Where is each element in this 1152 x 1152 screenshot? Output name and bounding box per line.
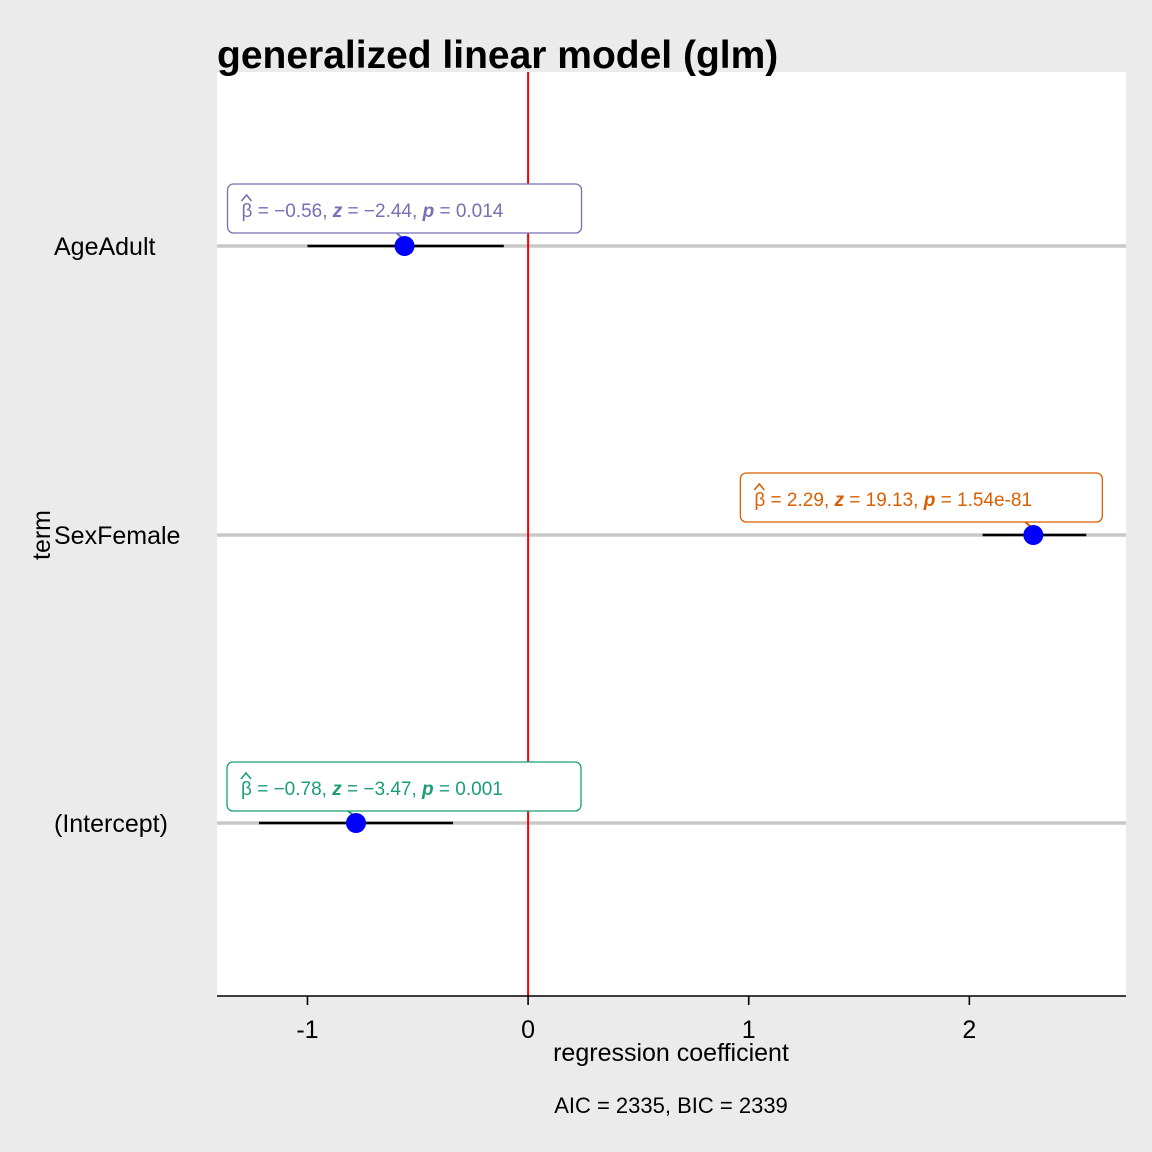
- x-tick-label: -1: [296, 1016, 318, 1044]
- label-beta-value: = −0.56,: [252, 201, 332, 222]
- label-stat-value: = −2.44,: [342, 201, 422, 222]
- x-tick-label: 2: [962, 1016, 976, 1044]
- x-axis: -1 0 1 2: [296, 996, 976, 1044]
- label-text: β = 2.29, z = 19.13, p = 1.54e-81: [754, 490, 1032, 511]
- beta-hat-mark: [240, 771, 252, 780]
- x-axis-label: regression coefficient: [553, 1039, 789, 1067]
- label-beta-value: = −0.78,: [252, 779, 332, 800]
- estimate-label: β = −0.78, z = −3.47, p = 0.001: [226, 761, 582, 818]
- y-axis: AgeAdult SexFemale (Intercept): [54, 233, 180, 838]
- label-p-name: p: [923, 490, 936, 511]
- y-tick-label: SexFemale: [54, 522, 180, 550]
- label-beta-symbol: β: [754, 490, 765, 511]
- chart-title: generalized linear model (glm): [217, 34, 778, 77]
- estimate-point: [345, 813, 366, 833]
- label-box: [739, 472, 1103, 523]
- label-stat-name: z: [332, 201, 343, 222]
- y-tick-label: (Intercept): [54, 810, 168, 838]
- label-stat-name: z: [833, 490, 844, 511]
- label-box: [226, 761, 582, 812]
- label-p-value: = 1.54e-81: [935, 490, 1032, 511]
- estimate-label: β = −0.56, z = −2.44, p = 0.014: [226, 183, 583, 241]
- label-beta-value: = 2.29,: [765, 490, 834, 511]
- beta-hat-mark: [240, 193, 253, 202]
- y-tick-label: AgeAdult: [54, 233, 156, 261]
- label-beta-symbol: β: [241, 779, 252, 800]
- label-stat-value: = 19.13,: [844, 490, 924, 511]
- model-fit-caption: AIC = 2335, BIC = 2339: [554, 1093, 788, 1118]
- label-text: β = −0.78, z = −3.47, p = 0.001: [241, 779, 503, 800]
- label-stat-value: = −3.47,: [342, 779, 422, 800]
- label-text: β = −0.56, z = −2.44, p = 0.014: [242, 201, 504, 222]
- estimate-point: [1023, 525, 1044, 545]
- x-tick-label: 0: [521, 1016, 535, 1044]
- y-axis-label: term: [28, 510, 56, 560]
- label-box: [226, 183, 583, 234]
- label-p-value: = 0.014: [434, 201, 504, 222]
- label-stat-name: z: [331, 779, 342, 800]
- label-beta-symbol: β: [242, 201, 253, 222]
- x-tick-label: 1: [742, 1016, 756, 1044]
- label-p-value: = 0.001: [434, 779, 503, 800]
- beta-hat-mark: [753, 482, 765, 491]
- estimate-label: β = 2.29, z = 19.13, p = 1.54e-81: [739, 472, 1103, 530]
- label-p-name: p: [421, 779, 434, 800]
- label-p-name: p: [422, 201, 435, 222]
- estimate-point: [394, 236, 415, 256]
